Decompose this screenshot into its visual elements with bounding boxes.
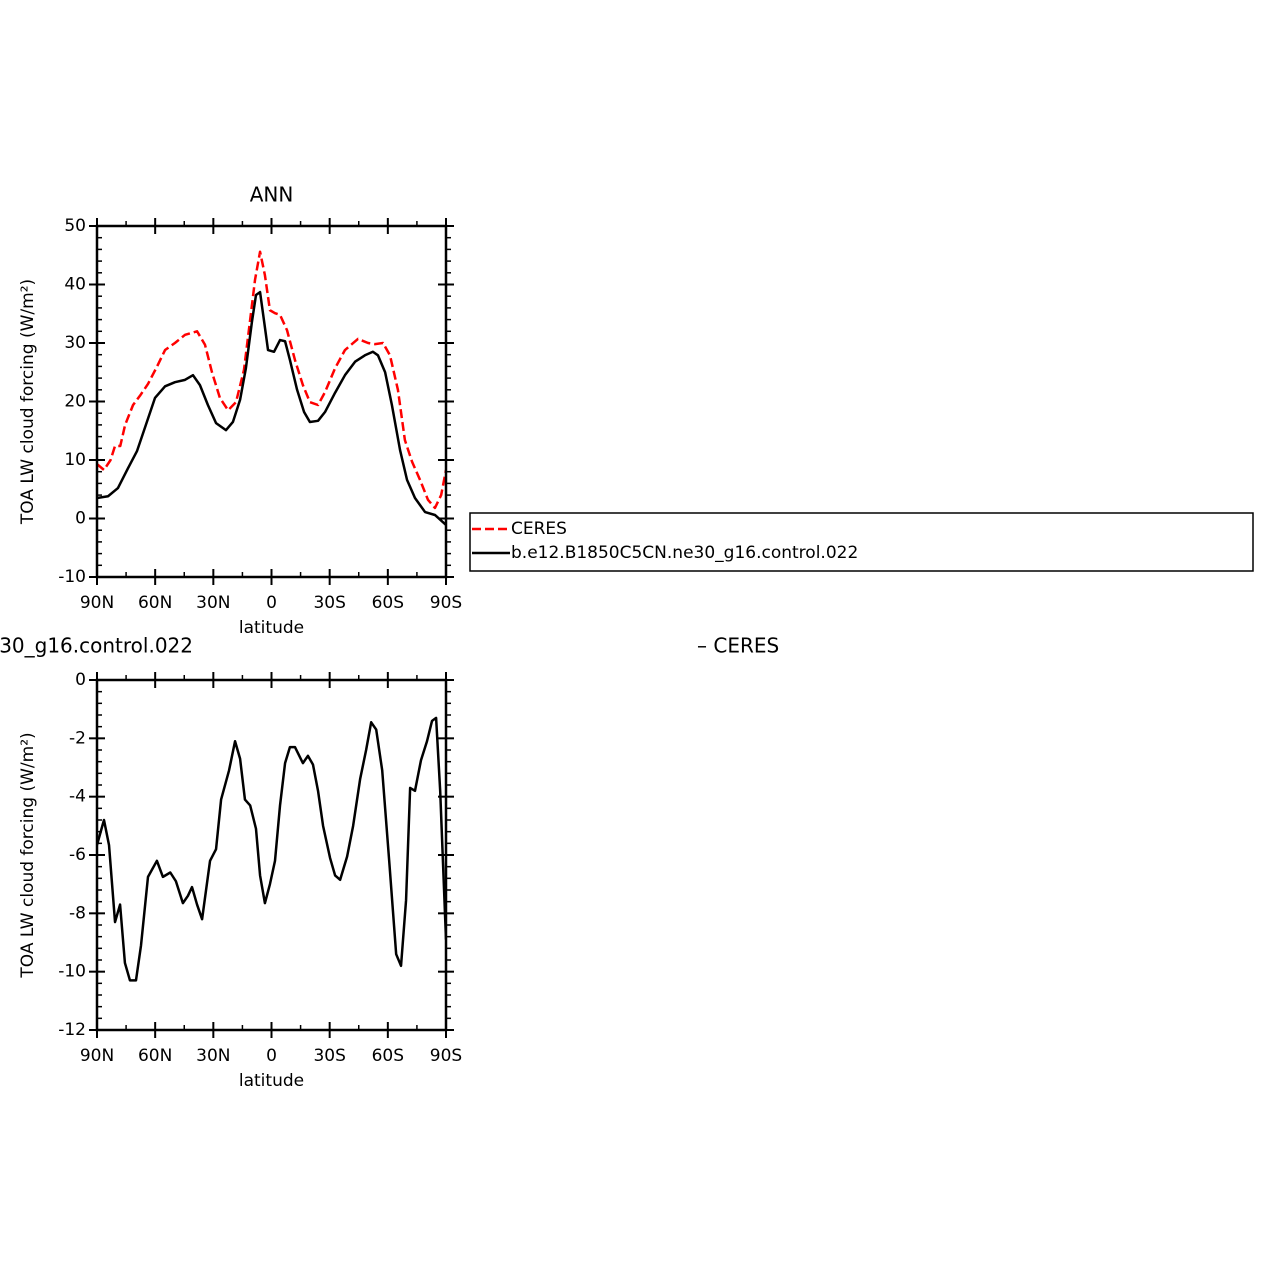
y-axis-label: TOA LW cloud forcing (W/m²) xyxy=(18,279,38,525)
x-tick-label: 0 xyxy=(266,593,277,613)
chart-title-right: – CERES xyxy=(697,634,779,658)
data-line xyxy=(97,250,446,510)
x-axis-label: latitude xyxy=(239,1071,304,1091)
x-tick-label: 90N xyxy=(80,593,114,613)
y-tick-label: -12 xyxy=(58,1020,86,1040)
y-tick-label: -8 xyxy=(69,903,86,923)
x-tick-label: 30N xyxy=(196,1046,230,1066)
y-tick-label: 0 xyxy=(75,670,86,690)
y-tick-label: -4 xyxy=(69,787,86,807)
x-tick-label: 60S xyxy=(372,593,404,613)
y-tick-label: -2 xyxy=(69,728,86,748)
y-tick-label: 0 xyxy=(75,509,86,529)
x-tick-label: 60N xyxy=(138,1046,172,1066)
y-axis-label: TOA LW cloud forcing (W/m²) xyxy=(18,732,38,978)
x-tick-label: 60S xyxy=(372,1046,404,1066)
x-tick-label: 0 xyxy=(266,1046,277,1066)
x-tick-label: 90N xyxy=(80,1046,114,1066)
x-tick-label: 60N xyxy=(138,593,172,613)
x-tick-label: 30S xyxy=(313,1046,345,1066)
x-axis-label: latitude xyxy=(239,618,304,638)
data-line xyxy=(97,290,446,526)
legend-box xyxy=(469,512,1254,572)
plot-frame xyxy=(95,224,448,579)
x-tick-label: 90S xyxy=(430,593,462,613)
y-tick-label: -10 xyxy=(58,962,86,982)
chart-title: ANN xyxy=(250,183,294,207)
y-tick-label: 40 xyxy=(64,275,86,295)
y-tick-label: -10 xyxy=(58,567,86,587)
plot-frame xyxy=(95,678,448,1032)
data-line xyxy=(97,716,446,982)
y-tick-label: 50 xyxy=(64,216,86,236)
x-tick-label: 30N xyxy=(196,593,230,613)
y-tick-label: 30 xyxy=(64,333,86,353)
y-tick-label: -6 xyxy=(69,845,86,865)
y-tick-label: 20 xyxy=(64,392,86,412)
legend-label: CERES xyxy=(511,519,567,539)
y-tick-label: 10 xyxy=(64,450,86,470)
chart-title: b.e12.B1850C5CN.ne30_g16.control.022 xyxy=(0,634,193,658)
x-tick-label: 90S xyxy=(430,1046,462,1066)
x-tick-label: 30S xyxy=(313,593,345,613)
legend-label: b.e12.B1850C5CN.ne30_g16.control.022 xyxy=(511,543,858,563)
